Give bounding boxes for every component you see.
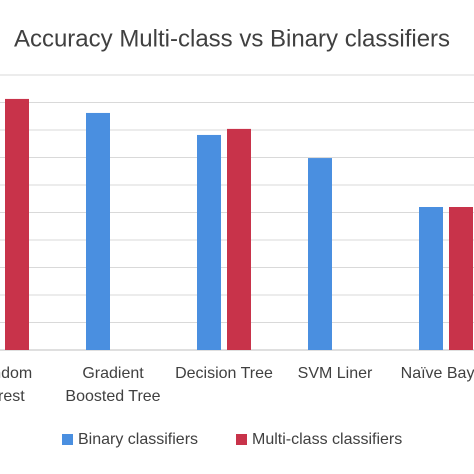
bar bbox=[308, 158, 332, 350]
bar bbox=[197, 134, 221, 350]
bar bbox=[227, 128, 251, 350]
legend-swatch bbox=[62, 434, 73, 445]
bar bbox=[419, 207, 443, 350]
x-tick-label: Decision Tree bbox=[175, 365, 273, 382]
bar bbox=[449, 207, 473, 350]
chart-title: Accuracy Multi-class vs Binary classifie… bbox=[14, 25, 450, 52]
bar bbox=[86, 112, 110, 350]
bar bbox=[5, 98, 29, 350]
x-tick-label: Naïve Bayes bbox=[401, 365, 474, 382]
legend-label: Binary classifiers bbox=[78, 431, 198, 448]
x-tick-label: SVM Liner bbox=[298, 365, 373, 382]
legend-label: Multi-class classifiers bbox=[252, 431, 402, 448]
x-tick-label: Gradient Boosted Tree bbox=[65, 365, 160, 405]
x-tick-label: RandomForest bbox=[0, 365, 32, 405]
legend-swatch bbox=[236, 434, 247, 445]
